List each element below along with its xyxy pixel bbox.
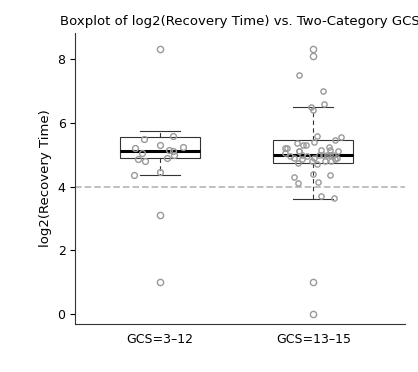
Y-axis label: log2(Recovery Time): log2(Recovery Time) [39, 110, 52, 247]
Title: Boxplot of log2(Recovery Time) vs. Two-Category GCS: Boxplot of log2(Recovery Time) vs. Two-C… [61, 15, 418, 28]
PathPatch shape [273, 140, 353, 163]
PathPatch shape [120, 137, 200, 158]
